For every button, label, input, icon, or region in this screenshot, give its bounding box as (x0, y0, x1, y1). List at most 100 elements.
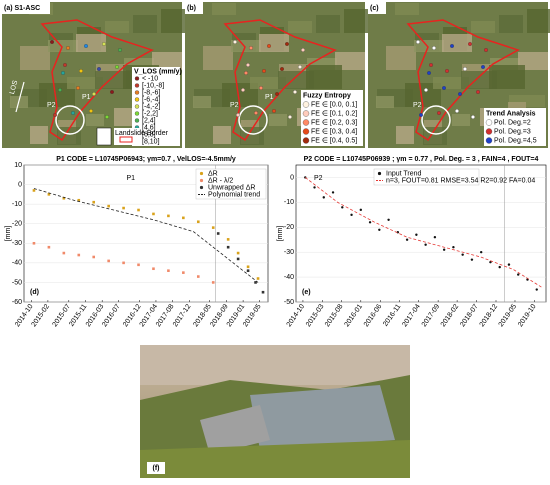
x-tick-label: 2019-10 (517, 303, 538, 328)
x-tick-label: 2017-09 (421, 303, 442, 328)
data-point (62, 196, 66, 200)
data-point (359, 208, 363, 212)
legend-box (301, 90, 363, 146)
data-point (341, 206, 344, 209)
chart-title: P2 CODE = L10745P06939 ; γm = 0.77 , Pol… (304, 156, 539, 163)
data-point (122, 261, 125, 265)
point-label: P1 (265, 94, 274, 101)
chart-title: P1 CODE = L10745P06943; γm=0.7 , VelLOS=… (56, 156, 236, 163)
y-tick-label: -60 (12, 299, 22, 306)
y-tick-label: -30 (284, 249, 294, 256)
map-field (499, 15, 523, 33)
map-point (233, 40, 237, 44)
legend-label: FE ∈ [0.0, 0.1] (311, 101, 357, 108)
legend-label: [6,8] (142, 131, 156, 138)
map-point (118, 48, 122, 52)
data-point (122, 206, 125, 210)
legend-swatch (377, 171, 382, 176)
map-point (481, 65, 485, 69)
y-tick-label: -20 (284, 224, 294, 231)
legend-label: FE ∈ [0.3, 0.4] (311, 128, 357, 135)
y-tick-label: -50 (284, 299, 294, 306)
legend-label: [2,4] (142, 117, 156, 124)
x-tick-label: 2014-10 (286, 303, 307, 328)
data-point (182, 216, 185, 220)
map-field (152, 52, 182, 70)
data-point (77, 253, 81, 257)
legend-label: [8,10] (142, 138, 160, 145)
map-point (241, 88, 245, 92)
plot-area (23, 164, 269, 303)
map-panel: P2 P1 (b) Fuzzy Entropy FE ∈ [0.0, 0.1] FE ∈ … (185, 2, 368, 148)
map-field (212, 3, 236, 15)
data-point (535, 288, 538, 291)
data-point (236, 257, 240, 261)
map-field (86, 114, 104, 126)
data-point (226, 245, 230, 249)
data-point (137, 208, 140, 212)
data-point (92, 200, 96, 204)
map-point (249, 46, 253, 50)
legend-label: FE ∈ [0.1, 0.2] (311, 110, 357, 117)
legend-box (195, 168, 267, 200)
label-box (185, 2, 203, 14)
chart: P1 CODE = L10745P06943; γm=0.7 , VelLOS=… (5, 156, 269, 328)
x-tick-label: 2019-05 (498, 303, 519, 328)
map-point (79, 69, 83, 73)
legend-label: Input Trend (386, 170, 422, 177)
legend-swatch (134, 83, 140, 88)
annotation: P1 (126, 175, 135, 182)
data-point (322, 196, 325, 199)
data-point (424, 243, 427, 246)
photo-label: (f) (153, 465, 160, 472)
map-point (280, 67, 284, 71)
x-tick-label: 2018-02 (440, 303, 461, 328)
map-field (288, 21, 312, 33)
map-point (89, 109, 93, 113)
y-tick-label: -40 (284, 274, 294, 281)
map-point (267, 44, 271, 48)
map-field (527, 9, 550, 33)
map-field (193, 96, 211, 108)
legend-swatch (134, 76, 140, 81)
legend-swatch (134, 118, 140, 123)
map-field (433, 77, 469, 89)
map-field (133, 15, 157, 33)
map-field (259, 34, 289, 52)
y-tick-label: 0 (290, 174, 294, 181)
data-point (211, 226, 215, 229)
data-point (498, 265, 501, 269)
map-field (76, 34, 106, 52)
map-field (452, 114, 470, 126)
data-point (405, 238, 409, 241)
panel-label: (e) (302, 289, 311, 296)
map-field (316, 15, 340, 33)
map-point (416, 40, 420, 44)
map-point (293, 90, 297, 94)
y-tick-label: -10 (12, 201, 22, 208)
data-point (32, 189, 36, 192)
map-field (250, 77, 286, 89)
map-field (344, 9, 368, 33)
map-field (414, 40, 444, 52)
legend-label: [-4,-2] (142, 103, 160, 110)
legend-label: Pol. Deg.=3 (494, 128, 531, 135)
map-field (213, 126, 231, 144)
map-point (66, 46, 70, 50)
data-point (254, 281, 257, 284)
data-point (387, 218, 390, 221)
map-point (102, 42, 106, 46)
legend-swatch (134, 104, 140, 109)
map-point (236, 113, 240, 117)
map-point (244, 71, 248, 75)
data-point (470, 258, 474, 261)
data-point (256, 277, 260, 280)
legend-label: [-8,-6] (142, 89, 160, 96)
map-point (427, 71, 431, 75)
panel-label: (a) S1-ASC (4, 5, 40, 12)
data-point (216, 232, 220, 235)
data-point (47, 245, 51, 249)
data-point (196, 275, 200, 278)
map-point (275, 92, 279, 96)
